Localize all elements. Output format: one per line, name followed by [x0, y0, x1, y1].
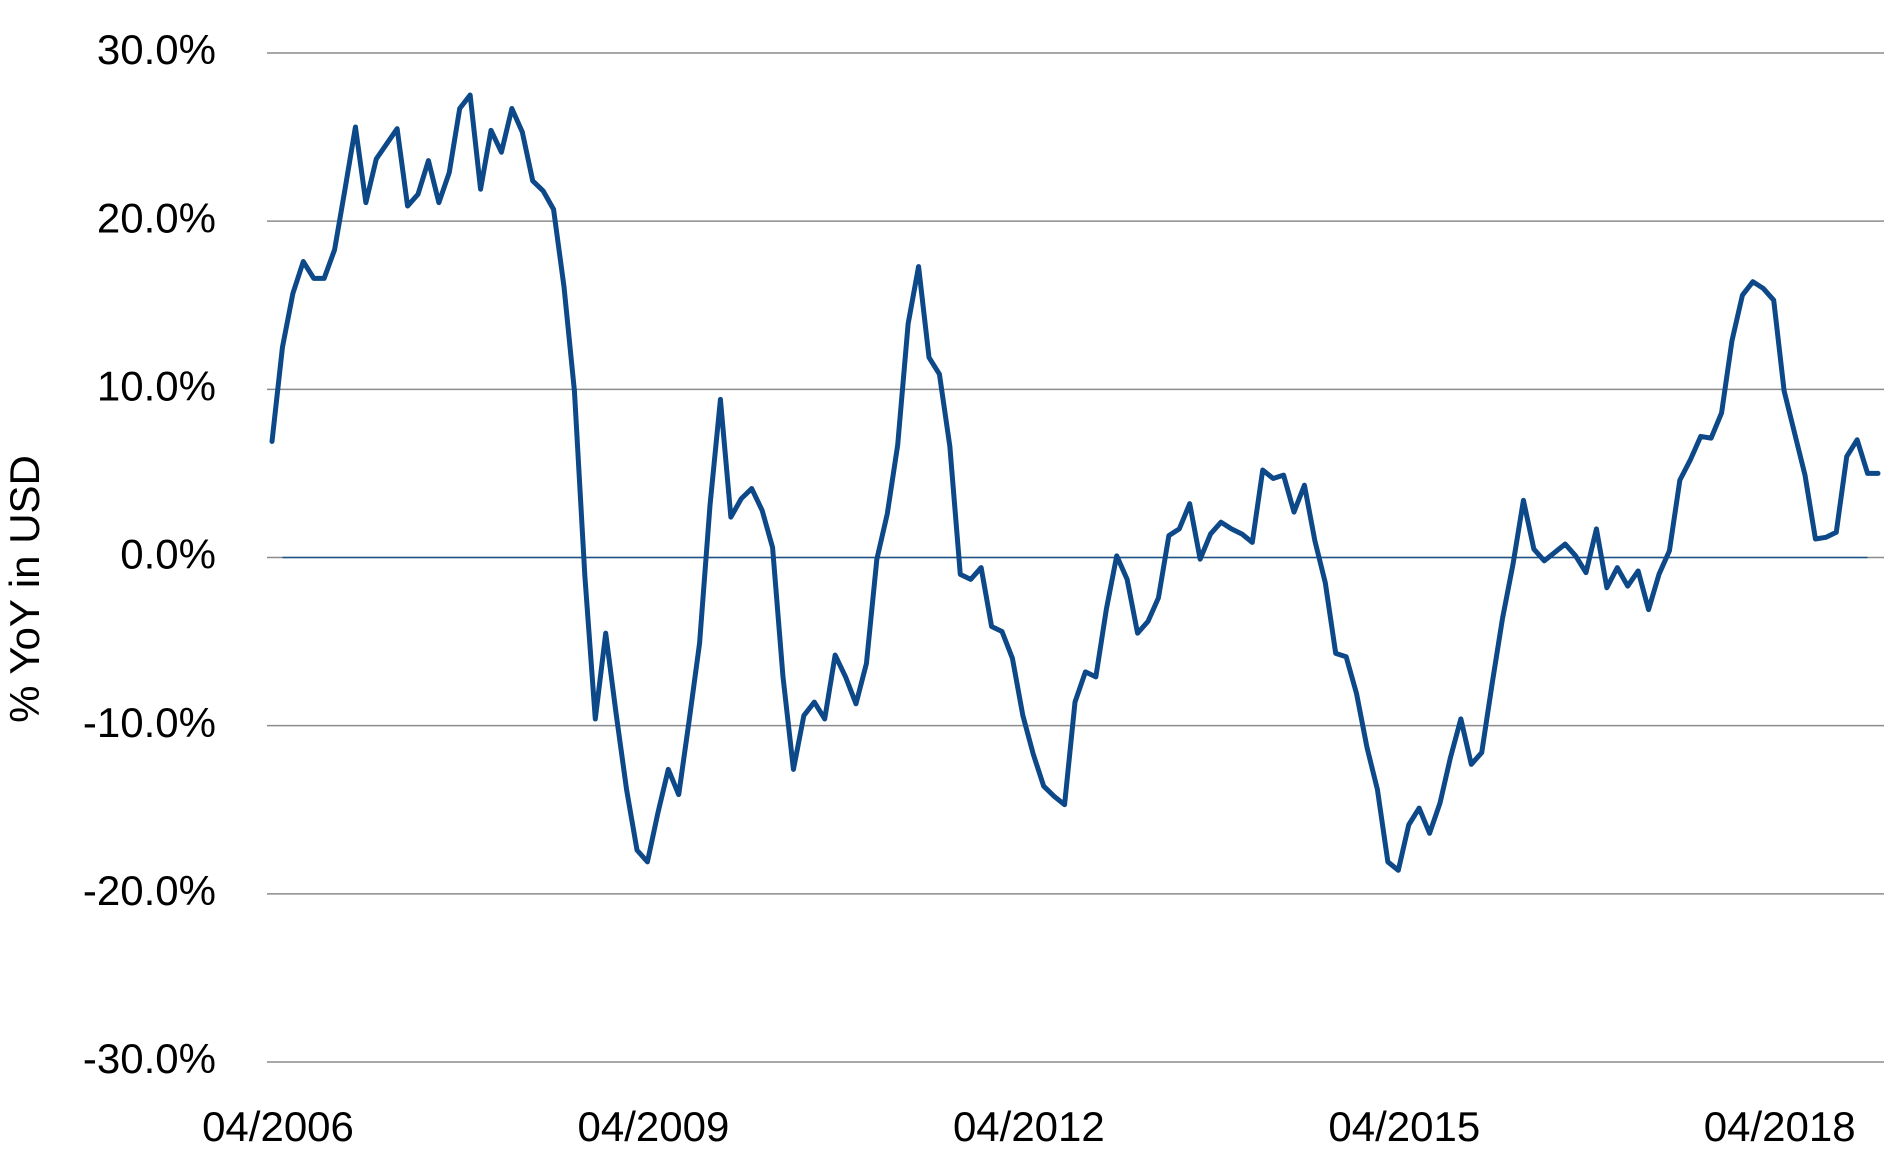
data-line	[269, 92, 1881, 873]
x-tick-label: 04/2015	[1328, 1103, 1480, 1150]
y-tick-label: 30.0%	[97, 26, 216, 73]
y-tick-label: -20.0%	[83, 867, 216, 914]
y-tick-label: -30.0%	[83, 1035, 216, 1082]
x-tick-label: 04/2012	[953, 1103, 1105, 1150]
x-tick-label: 04/2018	[1704, 1103, 1856, 1150]
y-tick-label: -10.0%	[83, 699, 216, 746]
y-axis-title: % YoY in USD	[1, 455, 48, 723]
y-tick-label: 0.0%	[120, 531, 216, 578]
x-tick-label: 04/2009	[578, 1103, 730, 1150]
x-tick-label: 04/2006	[202, 1103, 354, 1150]
y-tick-label: 20.0%	[97, 194, 216, 241]
y-tick-label: 10.0%	[97, 362, 216, 409]
